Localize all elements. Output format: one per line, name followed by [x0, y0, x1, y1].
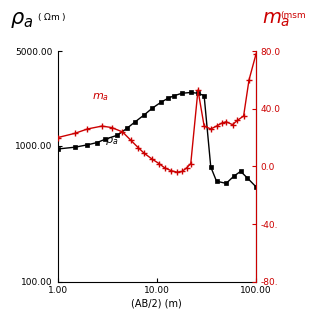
Text: $\rho_a$: $\rho_a$	[105, 135, 118, 147]
Text: (msm: (msm	[280, 11, 306, 20]
Text: $m_a$: $m_a$	[92, 92, 108, 103]
Text: $m_a$: $m_a$	[262, 10, 291, 28]
X-axis label: (AB/2) (m): (AB/2) (m)	[132, 298, 182, 308]
Text: ( $\Omega$m ): ( $\Omega$m )	[37, 11, 67, 23]
Text: $\rho_a$: $\rho_a$	[10, 10, 33, 30]
